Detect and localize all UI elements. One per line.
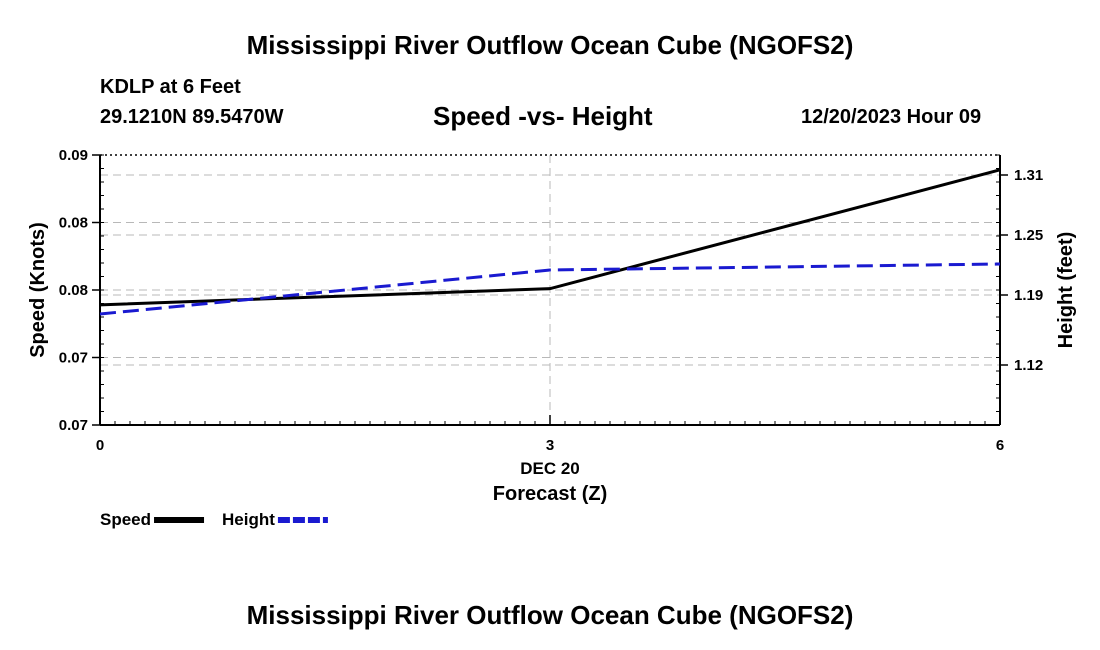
y-right-tick-label: 1.12	[1014, 357, 1043, 374]
x-axis-title: Forecast (Z)	[493, 483, 607, 505]
chart-subtitle: Speed -vs- Height	[433, 101, 653, 131]
legend-label-height: Height	[222, 510, 275, 529]
y-right-tick-label: 1.25	[1014, 227, 1043, 244]
footer-title: Mississippi River Outflow Ocean Cube (NG…	[246, 600, 854, 630]
x-tick-label: 6	[996, 437, 1004, 454]
y-left-tick-label: 0.09	[59, 147, 88, 164]
y-right-tick-label: 1.31	[1014, 167, 1043, 184]
y-axis-left-title: Speed (Knots)	[27, 222, 49, 358]
y-left-tick-label: 0.07	[59, 350, 88, 367]
y-right-tick-label: 1.19	[1014, 287, 1043, 304]
chart-title: Mississippi River Outflow Ocean Cube (NG…	[246, 30, 854, 60]
legend-label-speed: Speed	[100, 510, 151, 529]
x-tick-label: 0	[96, 437, 104, 454]
x-axis-date-label: DEC 20	[520, 459, 580, 478]
station-coordinates: 29.1210N 89.5470W	[100, 106, 284, 128]
forecast-datetime: 12/20/2023 Hour 09	[801, 106, 982, 128]
series-line-height	[99, 262, 1001, 316]
y-left-tick-label: 0.08	[59, 215, 88, 232]
y-left-tick-label: 0.07	[59, 417, 88, 434]
x-tick-label: 3	[546, 437, 554, 454]
station-label: KDLP at 6 Feet	[100, 76, 241, 98]
y-axis-right-title: Height (feet)	[1055, 232, 1077, 349]
y-left-tick-label: 0.08	[59, 282, 88, 299]
